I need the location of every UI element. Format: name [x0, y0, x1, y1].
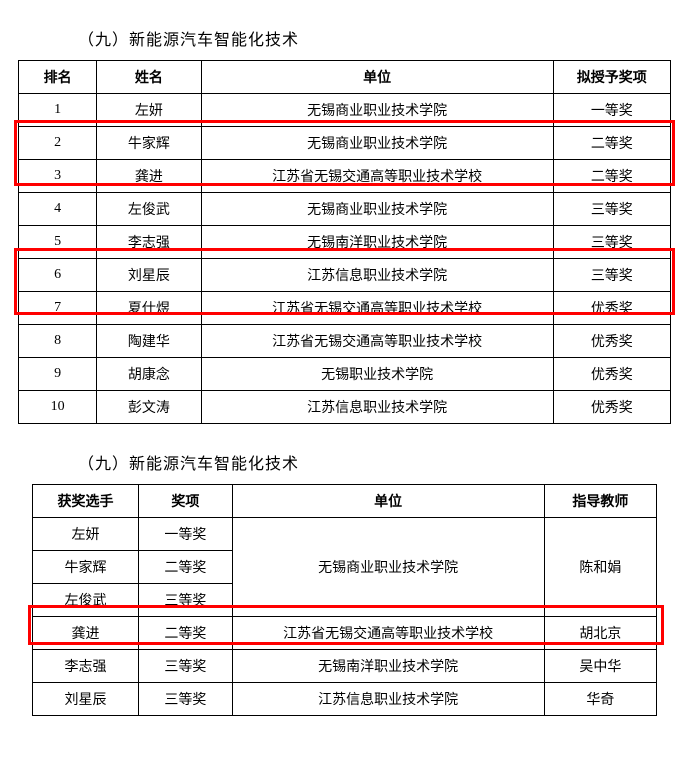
t1-cell: 江苏信息职业技术学院: [201, 391, 553, 424]
t1-cell: 无锡商业职业技术学院: [201, 94, 553, 127]
t2-unit: 无锡南洋职业技术学院: [232, 650, 544, 683]
t1-cell: 左俊武: [97, 193, 201, 226]
t1-cell: 一等奖: [553, 94, 670, 127]
table-row: 3龚进江苏省无锡交通高等职业技术学校二等奖: [19, 160, 671, 193]
t1-cell: 7: [19, 292, 97, 325]
table-row: 8陶建华江苏省无锡交通高等职业技术学校优秀奖: [19, 325, 671, 358]
section2-title: （九）新能源汽车智能化技术: [78, 450, 671, 474]
t1-cell: 1: [19, 94, 97, 127]
t2-name: 左俊武: [33, 584, 139, 617]
table-row: 9胡康念无锡职业技术学院优秀奖: [19, 358, 671, 391]
table-row: 10彭文涛江苏信息职业技术学院优秀奖: [19, 391, 671, 424]
t1-cell: 彭文涛: [97, 391, 201, 424]
t1-header-3: 拟授予奖项: [553, 61, 670, 94]
t1-cell: 二等奖: [553, 160, 670, 193]
t1-cell: 8: [19, 325, 97, 358]
t1-cell: 江苏省无锡交通高等职业技术学校: [201, 292, 553, 325]
t2-name: 左妍: [33, 518, 139, 551]
table-row: 7夏仕煜江苏省无锡交通高等职业技术学校优秀奖: [19, 292, 671, 325]
t2-award: 一等奖: [139, 518, 233, 551]
t1-cell: 三等奖: [553, 226, 670, 259]
t2-award: 三等奖: [139, 683, 233, 716]
t1-cell: 优秀奖: [553, 391, 670, 424]
table-row: 1左妍无锡商业职业技术学院一等奖: [19, 94, 671, 127]
t1-cell: 5: [19, 226, 97, 259]
table-row: 左妍一等奖无锡商业职业技术学院陈和娟: [33, 518, 657, 551]
t1-cell: 李志强: [97, 226, 201, 259]
t1-cell: 三等奖: [553, 193, 670, 226]
table-row: 5李志强无锡南洋职业技术学院三等奖: [19, 226, 671, 259]
t1-header-1: 姓名: [97, 61, 201, 94]
t1-cell: 6: [19, 259, 97, 292]
t2-award: 二等奖: [139, 551, 233, 584]
t1-cell: 龚进: [97, 160, 201, 193]
t1-cell: 优秀奖: [553, 292, 670, 325]
t2-unit: 无锡商业职业技术学院: [232, 518, 544, 617]
t2-teacher: 吴中华: [544, 650, 656, 683]
t1-cell: 2: [19, 127, 97, 160]
t1-cell: 优秀奖: [553, 358, 670, 391]
t1-cell: 无锡商业职业技术学院: [201, 193, 553, 226]
t1-cell: 胡康念: [97, 358, 201, 391]
t2-award: 三等奖: [139, 584, 233, 617]
t1-cell: 江苏省无锡交通高等职业技术学校: [201, 325, 553, 358]
t1-cell: 左妍: [97, 94, 201, 127]
t1-cell: 牛家辉: [97, 127, 201, 160]
table1-wrap: 排名姓名单位拟授予奖项1左妍无锡商业职业技术学院一等奖2牛家辉无锡商业职业技术学…: [18, 60, 671, 424]
t1-header-0: 排名: [19, 61, 97, 94]
t1-cell: 无锡职业技术学院: [201, 358, 553, 391]
table-row: 4左俊武无锡商业职业技术学院三等奖: [19, 193, 671, 226]
section1-title: （九）新能源汽车智能化技术: [78, 26, 671, 50]
t2-award: 二等奖: [139, 617, 233, 650]
table-row: 2牛家辉无锡商业职业技术学院二等奖: [19, 127, 671, 160]
t1-cell: 江苏信息职业技术学院: [201, 259, 553, 292]
t1-cell: 夏仕煜: [97, 292, 201, 325]
table-row: 6刘星辰江苏信息职业技术学院三等奖: [19, 259, 671, 292]
t2-header-0: 获奖选手: [33, 485, 139, 518]
table2-wrap: 获奖选手奖项单位指导教师左妍一等奖无锡商业职业技术学院陈和娟牛家辉二等奖左俊武三…: [32, 484, 657, 716]
t1-cell: 4: [19, 193, 97, 226]
t2-name: 李志强: [33, 650, 139, 683]
awards-table-2: 获奖选手奖项单位指导教师左妍一等奖无锡商业职业技术学院陈和娟牛家辉二等奖左俊武三…: [32, 484, 657, 716]
t2-teacher: 胡北京: [544, 617, 656, 650]
t1-header-2: 单位: [201, 61, 553, 94]
t1-cell: 三等奖: [553, 259, 670, 292]
t1-cell: 9: [19, 358, 97, 391]
t2-header-2: 单位: [232, 485, 544, 518]
t1-cell: 优秀奖: [553, 325, 670, 358]
table-row: 刘星辰三等奖江苏信息职业技术学院华奇: [33, 683, 657, 716]
table-row: 李志强三等奖无锡南洋职业技术学院吴中华: [33, 650, 657, 683]
t1-cell: 3: [19, 160, 97, 193]
t2-header-1: 奖项: [139, 485, 233, 518]
t1-cell: 刘星辰: [97, 259, 201, 292]
t2-name: 牛家辉: [33, 551, 139, 584]
t2-unit: 江苏省无锡交通高等职业技术学校: [232, 617, 544, 650]
t1-cell: 江苏省无锡交通高等职业技术学校: [201, 160, 553, 193]
t1-cell: 无锡商业职业技术学院: [201, 127, 553, 160]
table-row: 龚进二等奖江苏省无锡交通高等职业技术学校胡北京: [33, 617, 657, 650]
t2-award: 三等奖: [139, 650, 233, 683]
t1-cell: 陶建华: [97, 325, 201, 358]
t2-unit: 江苏信息职业技术学院: [232, 683, 544, 716]
t1-cell: 无锡南洋职业技术学院: [201, 226, 553, 259]
awards-table-1: 排名姓名单位拟授予奖项1左妍无锡商业职业技术学院一等奖2牛家辉无锡商业职业技术学…: [18, 60, 671, 424]
t2-name: 刘星辰: [33, 683, 139, 716]
t1-cell: 二等奖: [553, 127, 670, 160]
t2-teacher: 陈和娟: [544, 518, 656, 617]
t2-name: 龚进: [33, 617, 139, 650]
t2-teacher: 华奇: [544, 683, 656, 716]
t1-cell: 10: [19, 391, 97, 424]
t2-header-3: 指导教师: [544, 485, 656, 518]
